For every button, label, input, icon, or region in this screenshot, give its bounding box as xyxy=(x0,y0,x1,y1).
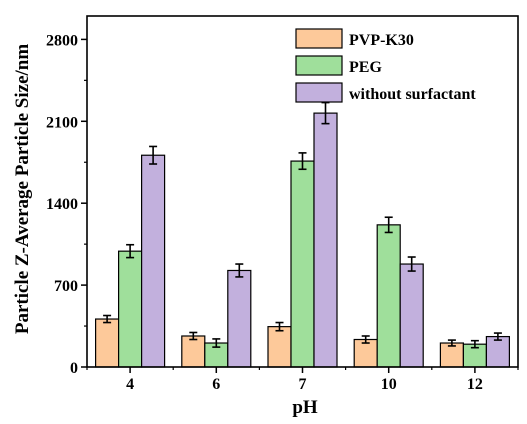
error-bar xyxy=(470,339,479,349)
y-tick-label: 2800 xyxy=(46,32,78,49)
error-bar xyxy=(212,338,221,348)
legend-item: PVP-K30 xyxy=(295,28,414,49)
error-bar xyxy=(235,263,244,278)
y-axis-label: Particle Z-Average Particle Size/nm xyxy=(12,44,33,334)
legend-item: without surfactant xyxy=(295,82,476,103)
error-bar xyxy=(361,335,370,344)
x-tick-label: 7 xyxy=(299,376,307,393)
y-tick-label: 2100 xyxy=(46,114,78,131)
error-bar xyxy=(189,331,198,341)
legend-label: PVP-K30 xyxy=(349,32,414,49)
legend-label: PEG xyxy=(349,59,382,76)
x-tick-label: 6 xyxy=(212,376,220,393)
bar-pvp-k30-4 xyxy=(94,318,120,368)
x-tick-label: 10 xyxy=(381,376,397,393)
error-bar xyxy=(103,314,112,324)
legend: PVP-K30 PEG without surfactant xyxy=(295,28,476,103)
error-bars-group xyxy=(103,101,502,349)
y-tick-label: 0 xyxy=(70,360,78,377)
legend-swatch xyxy=(295,55,343,76)
x-axis-label: pH xyxy=(292,397,318,418)
y-tick-label: 700 xyxy=(54,278,78,295)
bar-pvp-k30-7 xyxy=(267,326,292,368)
legend-swatch xyxy=(295,28,343,49)
error-bar xyxy=(384,216,393,234)
bar-pvp-k30-6 xyxy=(181,335,206,368)
bar-without-surfactant-10 xyxy=(399,263,424,368)
error-bar xyxy=(407,256,416,272)
bar-peg-7 xyxy=(290,160,315,368)
legend-swatch xyxy=(295,82,343,103)
x-tick-label: 12 xyxy=(467,376,483,393)
error-bar xyxy=(298,152,307,171)
axes-group: 0 700 1400 2100 2800 4 6 7 10 12 xyxy=(46,15,519,393)
legend-label: without surfactant xyxy=(349,86,476,103)
bar-peg-10 xyxy=(376,224,401,368)
error-bar xyxy=(493,332,502,341)
error-bar xyxy=(275,321,284,332)
bar-peg-4 xyxy=(117,250,143,368)
y-tick-label: 1400 xyxy=(46,196,78,213)
error-bar xyxy=(126,243,135,259)
error-bar xyxy=(149,145,158,165)
bar-without-surfactant-12 xyxy=(485,335,510,368)
bar-without-surfactant-7 xyxy=(313,112,338,368)
bars-group xyxy=(94,112,510,368)
error-bar xyxy=(447,339,456,347)
bar-without-surfactant-6 xyxy=(227,269,252,368)
legend-item: PEG xyxy=(295,55,382,76)
x-tick-label: 4 xyxy=(126,376,134,393)
bar-without-surfactant-4 xyxy=(141,154,166,368)
